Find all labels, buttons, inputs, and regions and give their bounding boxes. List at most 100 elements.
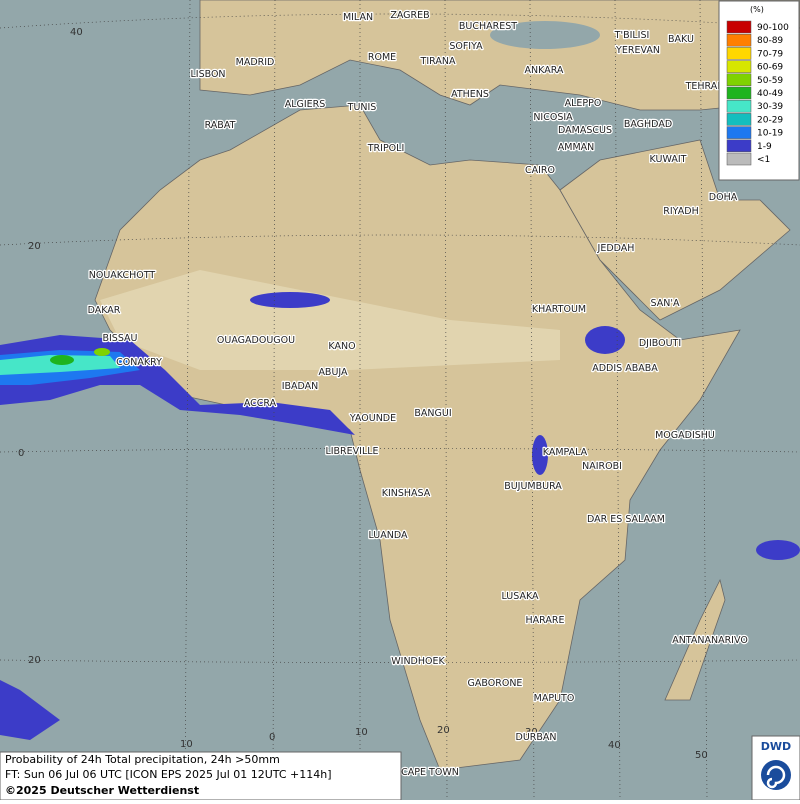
city-label: NICOSIA	[533, 112, 573, 123]
lat-label: 0	[18, 448, 24, 459]
lat-label: 20	[28, 241, 41, 252]
caption-line: ©2025 Deutscher Wetterdienst	[5, 784, 199, 797]
city-labels: MILAN ZAGREB BUCHAREST SOFIYA ROME TIRANA ANKA…	[86, 9, 749, 780]
city-label: CAPE TOWN	[401, 767, 459, 778]
city-label: TEHRAN	[685, 81, 725, 92]
legend-swatch	[726, 73, 752, 87]
legend: (%) 90-100 80-89 70-79 60-69 50-59 40-49 30-39…	[718, 0, 800, 181]
legend-label: <1	[757, 155, 770, 165]
lat-label: 40	[70, 27, 83, 38]
graticule-labels: 40 20 0 20 10 0 10 20 30 40 50	[18, 27, 708, 761]
city-label: KHARTOUM	[532, 304, 586, 315]
legend-label: 70-79	[757, 49, 783, 59]
city-label: DOHA	[709, 192, 738, 203]
city-label: MILAN	[343, 12, 373, 23]
city-label: YAOUNDE	[349, 413, 396, 424]
city-label: T'BILISI	[614, 30, 650, 41]
city-label: BAGHDAD	[624, 119, 672, 130]
city-label: BUCHAREST	[459, 21, 517, 32]
caption-line: FT: Sun 06 Jul 06 UTC [ICON EPS 2025 Jul…	[5, 768, 332, 781]
city-label: DAMASCUS	[558, 125, 612, 136]
legend-label: 80-89	[757, 36, 783, 46]
city-label: ADDIS ABABA	[592, 363, 658, 374]
legend-title: (%)	[750, 5, 764, 14]
legend-label: 30-39	[757, 102, 783, 112]
city-label: ATHENS	[451, 89, 489, 100]
legend-swatch	[726, 86, 752, 100]
city-label: ALEPPO	[565, 98, 602, 109]
legend-swatch	[726, 113, 752, 126]
city-label: ANTANANARIVO	[672, 635, 748, 646]
lat-label: 20	[28, 655, 41, 666]
city-label: ALGIERS	[285, 99, 326, 110]
city-label: NAIROBI	[582, 461, 622, 472]
legend-swatch	[726, 47, 752, 60]
city-label: KAMPALA	[543, 447, 588, 458]
lon-label: 50	[695, 750, 708, 761]
city-label: DAR ES SALAAM	[587, 514, 665, 525]
city-label: RABAT	[205, 120, 236, 131]
caption-box	[0, 751, 402, 801]
city-label: DURBAN	[516, 732, 557, 743]
logo-text: DWD	[761, 740, 791, 753]
city-label: BISSAU	[102, 333, 137, 344]
city-label: ACCRA	[244, 398, 277, 409]
city-label: OUAGADOUGOU	[217, 335, 295, 346]
lon-label: 10	[355, 727, 368, 738]
city-label: KUWAIT	[650, 154, 687, 165]
legend-label: 40-49	[757, 89, 783, 99]
city-label: CAIRO	[525, 165, 555, 176]
legend-label: 50-59	[757, 76, 783, 86]
city-label: BAKU	[668, 34, 694, 45]
city-label: WINDHOEK	[391, 656, 445, 667]
legend-swatch	[726, 139, 752, 153]
city-label: HARARE	[526, 615, 565, 626]
city-label: ANKARA	[525, 65, 564, 76]
city-label: TRIPOLI	[367, 143, 405, 154]
city-label: MADRID	[236, 57, 275, 68]
city-label: DAKAR	[88, 305, 121, 316]
legend-label: 60-69	[757, 63, 783, 73]
legend-swatch	[726, 152, 752, 166]
city-label: BANGUI	[414, 408, 451, 419]
city-label: LUSAKA	[501, 591, 539, 602]
legend-swatch	[726, 60, 752, 73]
city-label: MAPUTO	[534, 693, 575, 704]
precipitation	[0, 292, 800, 740]
legend-label: 10-19	[757, 129, 783, 139]
city-label: TUNIS	[347, 102, 377, 113]
legend-label: 20-29	[757, 115, 783, 125]
city-label: LISBON	[190, 69, 225, 80]
city-label: GABORONE	[468, 678, 523, 689]
city-label: CONAKRY	[116, 357, 162, 368]
city-label: JEDDAH	[597, 243, 635, 254]
city-label: TIRANA	[420, 56, 456, 67]
legend-label: 90-100	[757, 23, 789, 33]
city-label: NOUAKCHOTT	[89, 270, 156, 281]
city-label: DJIBOUTI	[639, 338, 681, 349]
city-label: AMMAN	[558, 142, 595, 153]
city-label: YEREVAN	[615, 45, 660, 56]
lon-label: 40	[608, 740, 621, 751]
lon-label: 0	[269, 732, 275, 743]
legend-label: 1-9	[757, 142, 772, 152]
city-label: ROME	[368, 52, 396, 63]
city-label: ABUJA	[318, 367, 348, 378]
city-label: RIYADH	[663, 206, 698, 217]
city-label: LIBREVILLE	[325, 446, 378, 457]
city-label: ZAGREB	[390, 10, 429, 21]
city-label: BUJUMBURA	[504, 481, 562, 492]
black-sea	[490, 21, 600, 49]
lon-label: 30	[525, 727, 538, 738]
city-label: KANO	[328, 341, 355, 352]
city-label: MOGADISHU	[655, 430, 715, 441]
city-label: IBADAN	[282, 381, 319, 392]
legend-swatch	[726, 99, 752, 113]
sahel	[100, 270, 560, 370]
land	[94, 0, 800, 771]
legend-swatch	[726, 20, 752, 34]
lon-label: 20	[437, 725, 450, 736]
city-label: SAN'A	[651, 298, 680, 309]
